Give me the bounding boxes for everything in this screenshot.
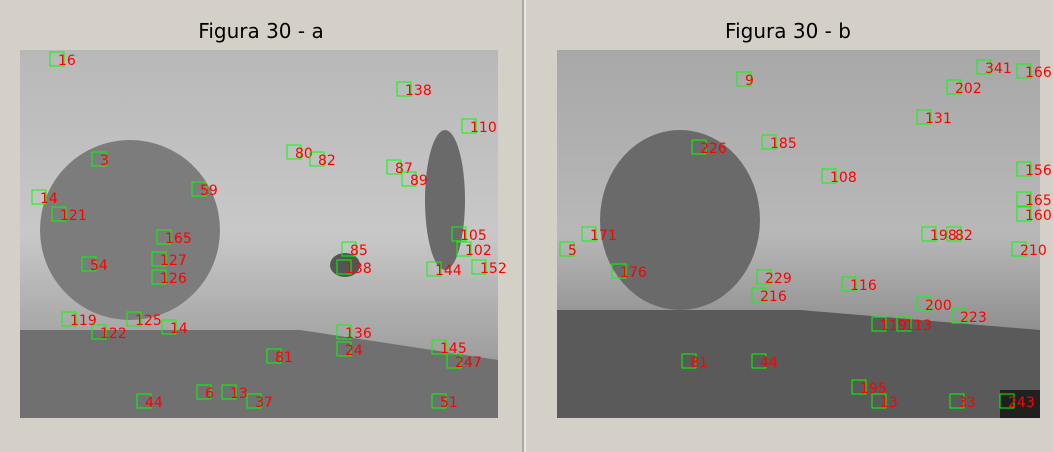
feature-label: 200 bbox=[925, 298, 952, 314]
feature-label: 166 bbox=[1025, 65, 1052, 81]
feature-label: 131 bbox=[925, 111, 952, 127]
feature-label: 81 bbox=[690, 355, 708, 371]
feature-label: 85 bbox=[350, 243, 368, 259]
window: Figura 30 - a161381103808287895914121165… bbox=[0, 0, 1053, 452]
feature-label: 14 bbox=[170, 321, 188, 337]
feature-label: 198 bbox=[930, 228, 957, 244]
feature-label: 116 bbox=[850, 278, 877, 294]
feature-label: 59 bbox=[200, 183, 218, 199]
scene: Figura 30 - a161381103808287895914121165… bbox=[0, 0, 1053, 452]
feature-label: 113 bbox=[905, 318, 932, 334]
feature-label: 223 bbox=[960, 310, 987, 326]
feature-label: 13 bbox=[230, 386, 248, 402]
feature-label: 171 bbox=[590, 228, 617, 244]
feature-label: 144 bbox=[435, 263, 462, 279]
feature-label: 202 bbox=[955, 81, 982, 97]
feature-label: 126 bbox=[160, 271, 187, 287]
feature-label: 226 bbox=[700, 141, 727, 157]
feature-label: 89 bbox=[410, 173, 428, 189]
feature-label: 82 bbox=[318, 153, 336, 169]
feature-label: 127 bbox=[160, 253, 187, 269]
feature-label: 13 bbox=[880, 395, 898, 411]
feature-label: 136 bbox=[345, 326, 372, 342]
feature-label: 216 bbox=[760, 289, 787, 305]
feature-label: 119 bbox=[70, 313, 97, 329]
feature-label: 229 bbox=[765, 271, 792, 287]
feature-label: 152 bbox=[480, 261, 507, 277]
feature-label: 6 bbox=[205, 386, 214, 402]
feature-label: 3 bbox=[100, 153, 109, 169]
feature-label: 33 bbox=[958, 395, 976, 411]
feature-label: 108 bbox=[830, 170, 857, 186]
feature-label: 9 bbox=[745, 73, 754, 89]
feature-label: 138 bbox=[345, 261, 372, 277]
feature-label: 247 bbox=[455, 355, 482, 371]
feature-label: 51 bbox=[440, 395, 458, 411]
panel-title: Figura 30 - b bbox=[725, 19, 851, 43]
feature-label: 125 bbox=[135, 313, 162, 329]
image-a bbox=[20, 50, 498, 418]
feature-label: 102 bbox=[465, 243, 492, 259]
feature-label: 110 bbox=[470, 120, 497, 136]
feature-label: 24 bbox=[345, 343, 363, 359]
feature-label: 121 bbox=[60, 208, 87, 224]
feature-label: 44 bbox=[760, 355, 778, 371]
feature-label: 16 bbox=[58, 53, 76, 69]
feature-label: 156 bbox=[1025, 163, 1052, 179]
feature-label: 14 bbox=[40, 191, 58, 207]
feature-label: 341 bbox=[985, 61, 1012, 77]
feature-label: 54 bbox=[90, 258, 108, 274]
feature-label: 185 bbox=[770, 136, 797, 152]
feature-label: 122 bbox=[100, 326, 127, 342]
panel-title: Figura 30 - a bbox=[198, 19, 323, 43]
feature-label: 37 bbox=[255, 395, 273, 411]
feature-label: 82 bbox=[955, 228, 973, 244]
feature-label: 176 bbox=[620, 265, 647, 281]
feature-label: 243 bbox=[1008, 395, 1035, 411]
feature-label: 210 bbox=[1020, 243, 1047, 259]
feature-label: 165 bbox=[165, 231, 192, 247]
feature-label: 119 bbox=[880, 318, 907, 334]
feature-label: 138 bbox=[405, 83, 432, 99]
feature-label: 160 bbox=[1025, 208, 1052, 224]
feature-label: 5 bbox=[568, 243, 577, 259]
feature-label: 44 bbox=[145, 395, 163, 411]
feature-label: 81 bbox=[275, 350, 293, 366]
